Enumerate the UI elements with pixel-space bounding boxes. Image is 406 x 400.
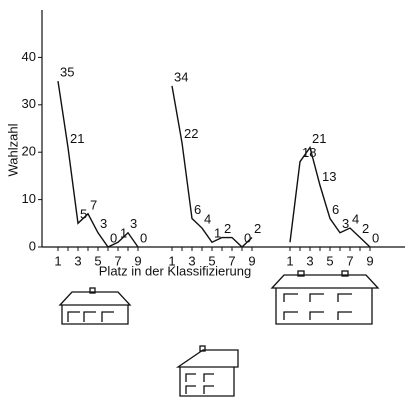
data-label: 1 xyxy=(214,226,221,241)
data-label: 4 xyxy=(204,211,211,226)
y-tick-label: 40 xyxy=(22,49,36,64)
house-small-icon xyxy=(58,287,132,325)
data-label: 6 xyxy=(194,202,201,217)
data-label: 5 xyxy=(80,207,87,222)
data-label: 21 xyxy=(312,131,326,146)
x-tick-label: 3 xyxy=(74,253,81,268)
data-label: 34 xyxy=(174,69,188,84)
house-large-icon xyxy=(270,270,380,325)
data-label: 2 xyxy=(224,221,231,236)
data-label: 1 xyxy=(120,226,127,241)
x-tick-label: 1 xyxy=(286,253,293,268)
data-label: 4 xyxy=(352,211,359,226)
data-label: 18 xyxy=(302,145,316,160)
data-label: 2 xyxy=(362,221,369,236)
data-label: 6 xyxy=(332,202,339,217)
data-label: 21 xyxy=(70,131,84,146)
x-tick-label: 1 xyxy=(168,253,175,268)
line-series xyxy=(171,85,253,248)
data-label: 35 xyxy=(60,65,74,80)
x-tick-label: 3 xyxy=(306,253,313,268)
data-label: 2 xyxy=(254,221,261,236)
x-tick-label: 5 xyxy=(94,253,101,268)
x-tick-label: 7 xyxy=(228,253,235,268)
data-label: 3 xyxy=(342,216,349,231)
x-tick-label: 1 xyxy=(54,253,61,268)
y-tick-label: 30 xyxy=(22,96,36,111)
x-axis-label: Platz in der Klassifizierung xyxy=(99,263,251,278)
data-label: 0 xyxy=(140,230,147,245)
data-label: 0 xyxy=(244,230,251,245)
x-tick-label: 5 xyxy=(326,253,333,268)
y-tick-label: 10 xyxy=(22,191,36,206)
house-medium-icon xyxy=(175,345,239,397)
line-series xyxy=(57,80,139,248)
data-label: 22 xyxy=(184,126,198,141)
data-label: 13 xyxy=(322,169,336,184)
y-axis-label: Wahlzahl xyxy=(5,123,20,176)
data-label: 7 xyxy=(90,197,97,212)
data-label: 0 xyxy=(110,230,117,245)
y-tick-label: 20 xyxy=(22,144,36,159)
x-tick-label: 5 xyxy=(208,253,215,268)
x-tick-label: 9 xyxy=(248,253,255,268)
x-tick-label: 7 xyxy=(114,253,121,268)
line-series xyxy=(289,145,371,248)
data-label: 3 xyxy=(100,216,107,231)
x-tick-label: 7 xyxy=(346,253,353,268)
data-label: 3 xyxy=(130,216,137,231)
x-tick-label: 3 xyxy=(188,253,195,268)
data-label: 0 xyxy=(372,230,379,245)
y-tick-label: 0 xyxy=(29,238,36,253)
x-tick-label: 9 xyxy=(134,253,141,268)
x-tick-label: 9 xyxy=(366,253,373,268)
